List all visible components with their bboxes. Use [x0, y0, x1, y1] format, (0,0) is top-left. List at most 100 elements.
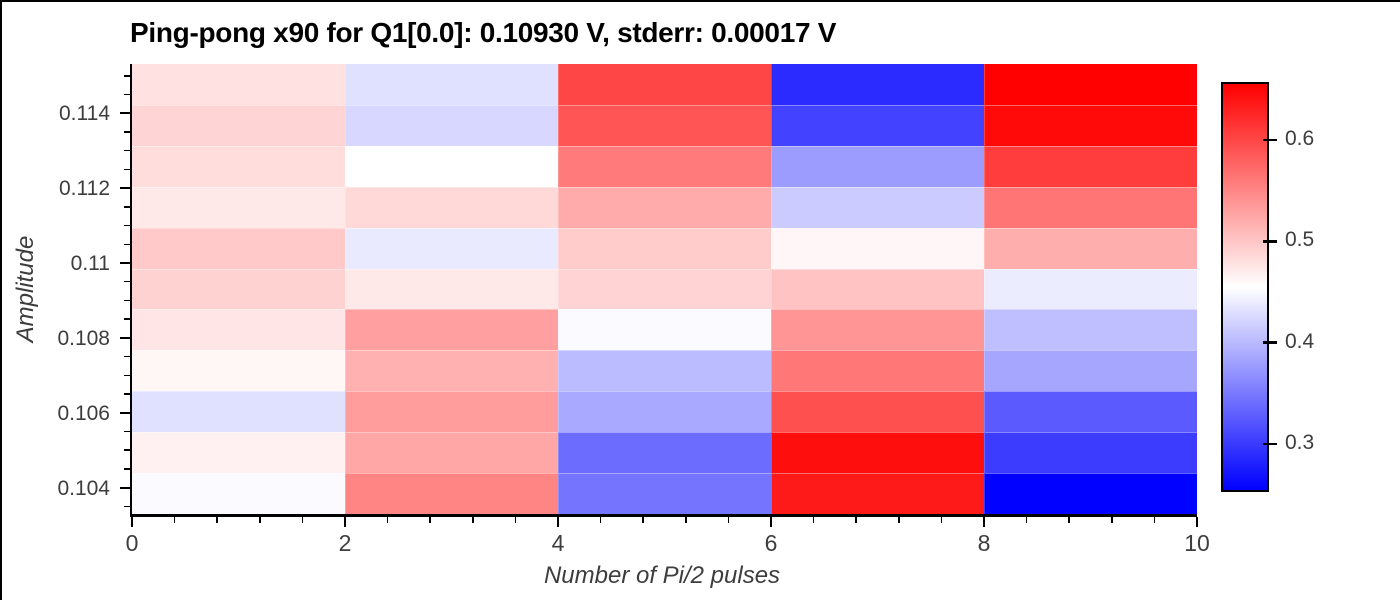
heatmap-cell — [984, 391, 1197, 433]
heatmap-cell — [558, 104, 771, 146]
y-minor-tick — [124, 318, 130, 320]
heatmap-cell — [984, 64, 1197, 105]
y-minor-tick — [124, 131, 130, 133]
heatmap-cell — [984, 145, 1197, 187]
x-major-tick — [983, 517, 985, 527]
x-minor-tick — [812, 517, 815, 523]
y-tick-label: 0.104 — [57, 476, 110, 500]
heatmap-cell — [984, 186, 1197, 228]
heatmap-cell — [132, 350, 345, 392]
heatmap-cell — [984, 309, 1197, 351]
heatmap-cell — [345, 350, 558, 392]
heatmap-cell — [984, 473, 1197, 514]
heatmap-cell — [984, 104, 1197, 146]
x-minor-tick — [1111, 517, 1113, 523]
x-tick-label: 0 — [125, 530, 139, 556]
y-minor-tick — [124, 206, 130, 208]
heatmap-cell — [132, 391, 345, 433]
x-minor-tick — [898, 517, 900, 523]
heatmap-cell — [771, 350, 984, 392]
heatmap-cell — [558, 145, 771, 187]
heatmap-cell — [345, 432, 558, 474]
y-minor-tick — [124, 393, 130, 395]
y-major-tick — [120, 411, 130, 414]
y-minor-tick — [124, 374, 130, 377]
colorbar-tick — [1263, 240, 1277, 243]
heatmap-cell — [345, 473, 558, 514]
y-minor-tick — [124, 280, 130, 283]
x-minor-tick — [514, 517, 517, 523]
y-tick-label: 0.106 — [57, 401, 110, 425]
y-minor-tick — [124, 430, 130, 433]
y-minor-tick — [124, 168, 130, 171]
x-minor-tick — [1068, 517, 1070, 523]
heatmap-cell — [132, 145, 345, 187]
heatmap-cell — [771, 64, 984, 105]
heatmap-cell — [771, 432, 984, 474]
heatmap-cell — [345, 227, 558, 269]
heatmap-cell — [984, 432, 1197, 474]
x-minor-tick — [1153, 517, 1156, 523]
x-minor-tick — [301, 517, 304, 523]
x-minor-tick — [173, 517, 176, 523]
x-minor-tick — [386, 517, 389, 523]
heatmap-cell — [771, 145, 984, 187]
x-minor-tick — [727, 517, 730, 523]
x-tick-label: 6 — [764, 530, 778, 556]
heatmap-cell — [132, 432, 345, 474]
y-minor-tick — [124, 355, 130, 358]
heatmap-cell — [345, 268, 558, 310]
y-major-tick — [120, 112, 130, 115]
heatmap-cell — [132, 186, 345, 228]
colorbar-tick — [1263, 341, 1277, 344]
x-major-tick — [557, 517, 559, 527]
heatmap-cell — [132, 309, 345, 351]
heatmap-cell — [984, 350, 1197, 392]
heatmap-cell — [132, 227, 345, 269]
x-minor-tick — [216, 517, 218, 523]
heatmap-cell — [558, 64, 771, 105]
x-tick-label: 8 — [977, 530, 991, 556]
y-minor-tick — [124, 243, 130, 245]
heatmap-cell — [345, 186, 558, 228]
x-major-tick — [344, 517, 346, 527]
y-tick-label: 0.114 — [59, 102, 110, 126]
colorbar-tick-label: 0.4 — [1285, 329, 1315, 353]
heatmap-cell — [132, 473, 345, 514]
heatmap-cell — [558, 309, 771, 351]
heatmap-cell — [132, 268, 345, 310]
y-minor-tick — [124, 75, 130, 77]
x-minor-tick — [599, 517, 602, 523]
x-minor-tick — [855, 517, 857, 523]
y-major-tick — [120, 336, 130, 339]
x-minor-tick — [1025, 517, 1028, 523]
x-minor-tick — [472, 517, 474, 523]
heatmap-cell — [558, 268, 771, 310]
heatmap-cell — [984, 227, 1197, 269]
y-tick-label: 0.112 — [59, 177, 110, 201]
x-tick-label: 4 — [551, 530, 565, 556]
y-minor-tick — [124, 149, 130, 152]
heatmap-cell — [345, 64, 558, 105]
y-minor-tick — [124, 224, 130, 227]
x-major-tick — [1196, 517, 1198, 527]
x-major-tick — [131, 517, 133, 527]
y-major-tick — [120, 486, 130, 489]
colorbar-tick-label: 0.6 — [1285, 127, 1315, 151]
y-minor-tick — [124, 299, 130, 302]
x-minor-tick — [685, 517, 687, 523]
heatmap-cell — [345, 309, 558, 351]
x-minor-tick — [429, 517, 431, 523]
x-minor-tick — [642, 517, 644, 523]
y-minor-tick — [124, 93, 130, 96]
heatmap-cell — [771, 227, 984, 269]
y-minor-tick — [124, 505, 130, 508]
heatmap-cell — [771, 473, 984, 514]
heatmap-cell — [558, 186, 771, 228]
heatmap-cell — [771, 104, 984, 146]
heatmap-cell — [771, 268, 984, 310]
heatmap-cell — [771, 391, 984, 433]
x-major-tick — [770, 517, 772, 527]
x-minor-tick — [259, 517, 261, 523]
